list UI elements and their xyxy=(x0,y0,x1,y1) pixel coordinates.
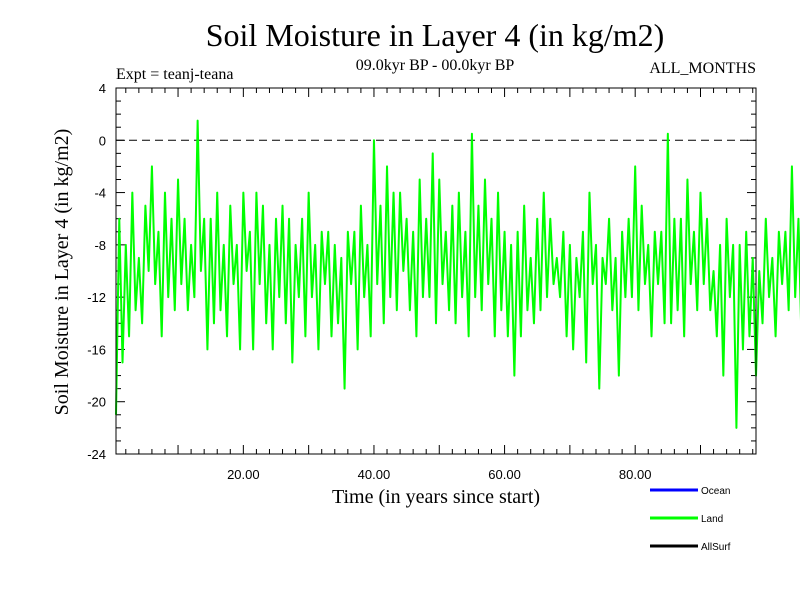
legend-label-ocean: Ocean xyxy=(701,486,730,497)
x-tick-label: 40.00 xyxy=(358,467,391,482)
y-axis-label: Soil Moisture in Layer 4 (in kg/m2) xyxy=(51,129,73,416)
y-tick-label: -24 xyxy=(87,447,106,462)
y-tick-label: -16 xyxy=(87,342,106,357)
y-tick-label: -8 xyxy=(94,238,106,253)
y-tick-label: -4 xyxy=(94,186,106,201)
axis-ticks xyxy=(116,87,756,455)
plot-frame xyxy=(115,87,757,455)
y-tick-label: -12 xyxy=(87,290,106,305)
legend-label-land: Land xyxy=(701,514,723,525)
y-tick-label: 4 xyxy=(99,81,106,96)
experiment-label: Expt = teanj-teana xyxy=(116,66,233,83)
chart-title: Soil Moisture in Layer 4 (in kg/m2) xyxy=(206,17,665,53)
time-range-label: 09.0kyr BP - 00.0kyr BP xyxy=(356,57,515,74)
y-tick-label: -20 xyxy=(87,395,106,410)
legend: Ocean Land AllSurf xyxy=(650,486,731,553)
y-tick-labels: 4 0 -4 -8 -12 -16 -20 -24 xyxy=(87,81,106,462)
legend-label-allsurf: AllSurf xyxy=(701,542,731,553)
months-label: ALL_MONTHS xyxy=(649,60,756,77)
x-tick-label: 60.00 xyxy=(488,467,521,482)
x-tick-labels: 20.00 40.00 60.00 80.00 xyxy=(227,467,651,482)
x-tick-label: 80.00 xyxy=(619,467,652,482)
x-axis-label: Time (in years since start) xyxy=(332,486,540,508)
y-tick-label: 0 xyxy=(99,133,106,148)
land-series-line xyxy=(115,119,800,429)
x-tick-label: 20.00 xyxy=(227,467,260,482)
